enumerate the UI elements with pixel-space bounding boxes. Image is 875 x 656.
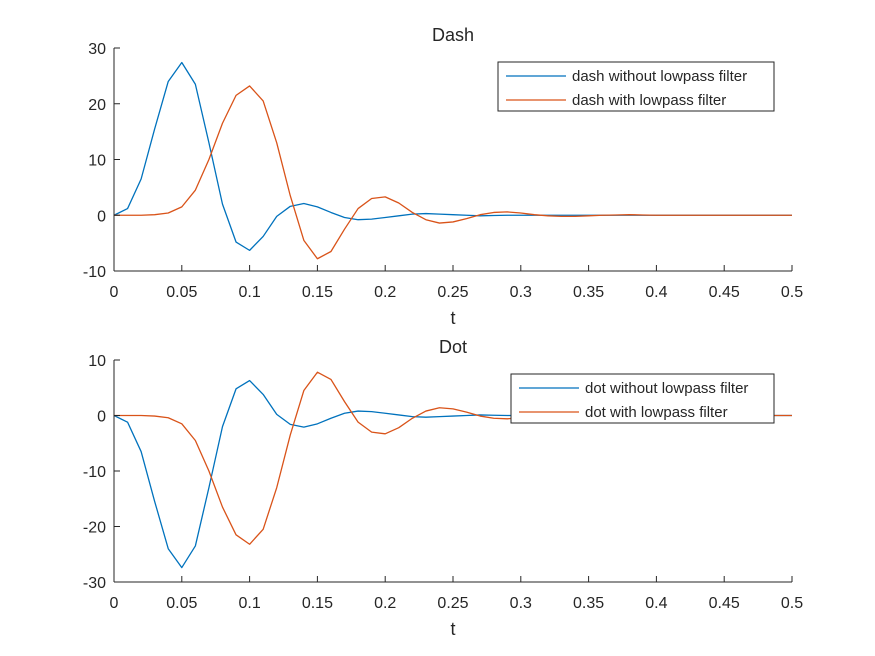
legend-label: dash without lowpass filter (572, 68, 747, 85)
x-tick-label: 0.2 (374, 595, 396, 612)
dot-subplot: Dot 0 0.05 0.1 0.15 0.2 0.25 0.3 0.35 0.4 0.45 0.5… (83, 337, 803, 639)
y-tick-label: 30 (88, 41, 106, 58)
legend-label: dot with lowpass filter (585, 404, 728, 421)
x-tick-label: 0.5 (781, 595, 803, 612)
x-tick-label: 0.3 (510, 284, 532, 301)
x-tick-label: 0.05 (166, 595, 197, 612)
series-line-2 (114, 85, 792, 260)
x-axis-label: t (450, 308, 455, 328)
chart-title: Dot (439, 337, 467, 357)
y-tick-label: -10 (83, 264, 106, 281)
dash-subplot: Dash 0 0.05 0.1 0.15 0.2 0.25 0.3 0.35 0.4 0.45 0.… (83, 25, 803, 328)
legend-box (510, 373, 775, 424)
x-tick-label: 0 (110, 595, 119, 612)
x-tick-label: 0.45 (709, 595, 740, 612)
y-tick-label: -10 (83, 464, 106, 481)
x-tick-label: 0.35 (573, 595, 604, 612)
x-tick-label: 0.2 (374, 284, 396, 301)
x-tick-label: 0.25 (437, 284, 468, 301)
x-tick-label: 0.35 (573, 284, 604, 301)
x-tick-label: 0.5 (781, 284, 803, 301)
x-tick-label: 0.4 (645, 284, 667, 301)
legend-box (497, 61, 775, 112)
x-tick-label: 0.15 (302, 595, 333, 612)
y-tick-label: 20 (88, 97, 106, 114)
x-tick-label: 0.4 (645, 595, 667, 612)
y-tick-label: -20 (83, 520, 106, 537)
x-tick-label: 0.45 (709, 284, 740, 301)
legend-label: dot without lowpass filter (585, 380, 748, 397)
x-tick-label: 0.05 (166, 284, 197, 301)
x-tick-label: 0.1 (238, 284, 260, 301)
x-tick-label: 0.1 (238, 595, 260, 612)
legend: dash without lowpass filter dash with lo… (497, 61, 775, 112)
y-tick-label: 0 (97, 409, 106, 426)
chart-title: Dash (432, 25, 474, 45)
y-tick-label: 0 (97, 208, 106, 225)
legend-label: dash with lowpass filter (572, 92, 726, 109)
x-tick-label: 0.25 (437, 595, 468, 612)
x-tick-label: 0 (110, 284, 119, 301)
x-axis-label: t (450, 619, 455, 639)
y-tick-label: -30 (83, 575, 106, 592)
x-tick-label: 0.3 (510, 595, 532, 612)
x-tick-label: 0.15 (302, 284, 333, 301)
y-tick-label: 10 (88, 353, 106, 370)
legend: dot without lowpass filter dot with lowp… (510, 373, 775, 424)
y-tick-label: 10 (88, 153, 106, 170)
